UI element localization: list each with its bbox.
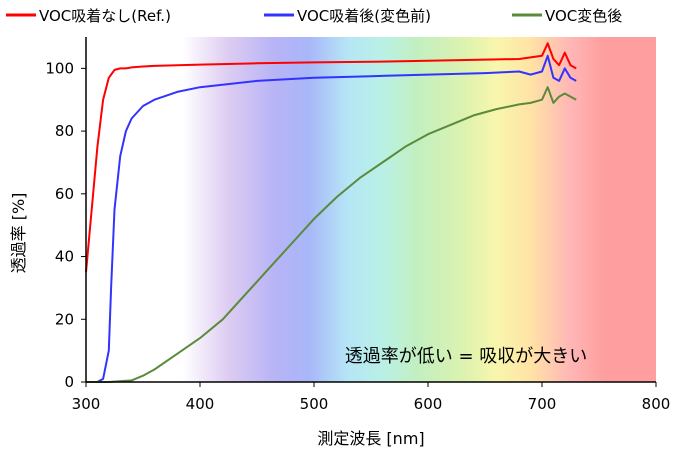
x-tick-label: 400	[186, 395, 215, 413]
annotation-text: 透過率が低い = 吸収が大きい	[345, 346, 588, 367]
x-axis-label: 測定波長 [nm]	[317, 429, 424, 448]
x-tick-label: 300	[72, 395, 101, 413]
y-tick-label: 60	[55, 185, 74, 203]
legend-label-3: VOC変色後	[545, 7, 622, 25]
axes-layer: 300 400 500 600 700 800 0 20 40 60 80 100	[45, 37, 670, 413]
y-tick-label: 40	[55, 248, 74, 266]
series-line-3	[86, 86, 577, 383]
y-tick-label: 0	[64, 373, 74, 391]
plot-background	[86, 37, 656, 382]
series-line-1	[85, 42, 577, 273]
y-tick-label: 20	[55, 310, 74, 328]
x-tick-label: 700	[528, 395, 557, 413]
x-tick-label: 800	[642, 395, 671, 413]
legend: VOC吸着なし(Ref.) VOC吸着後(変色前) VOC変色後	[6, 7, 622, 25]
series-line-2	[86, 54, 577, 383]
y-tick-label: 80	[55, 122, 74, 140]
legend-label-1: VOC吸着なし(Ref.)	[39, 7, 171, 25]
series-layer	[85, 42, 577, 383]
x-tick-label: 600	[414, 395, 443, 413]
legend-label-2: VOC吸着後(変色前)	[297, 7, 431, 25]
x-tick-label: 500	[300, 395, 329, 413]
y-axis-label: 透過率 [%]	[9, 193, 28, 274]
y-tick-label: 100	[45, 59, 74, 77]
